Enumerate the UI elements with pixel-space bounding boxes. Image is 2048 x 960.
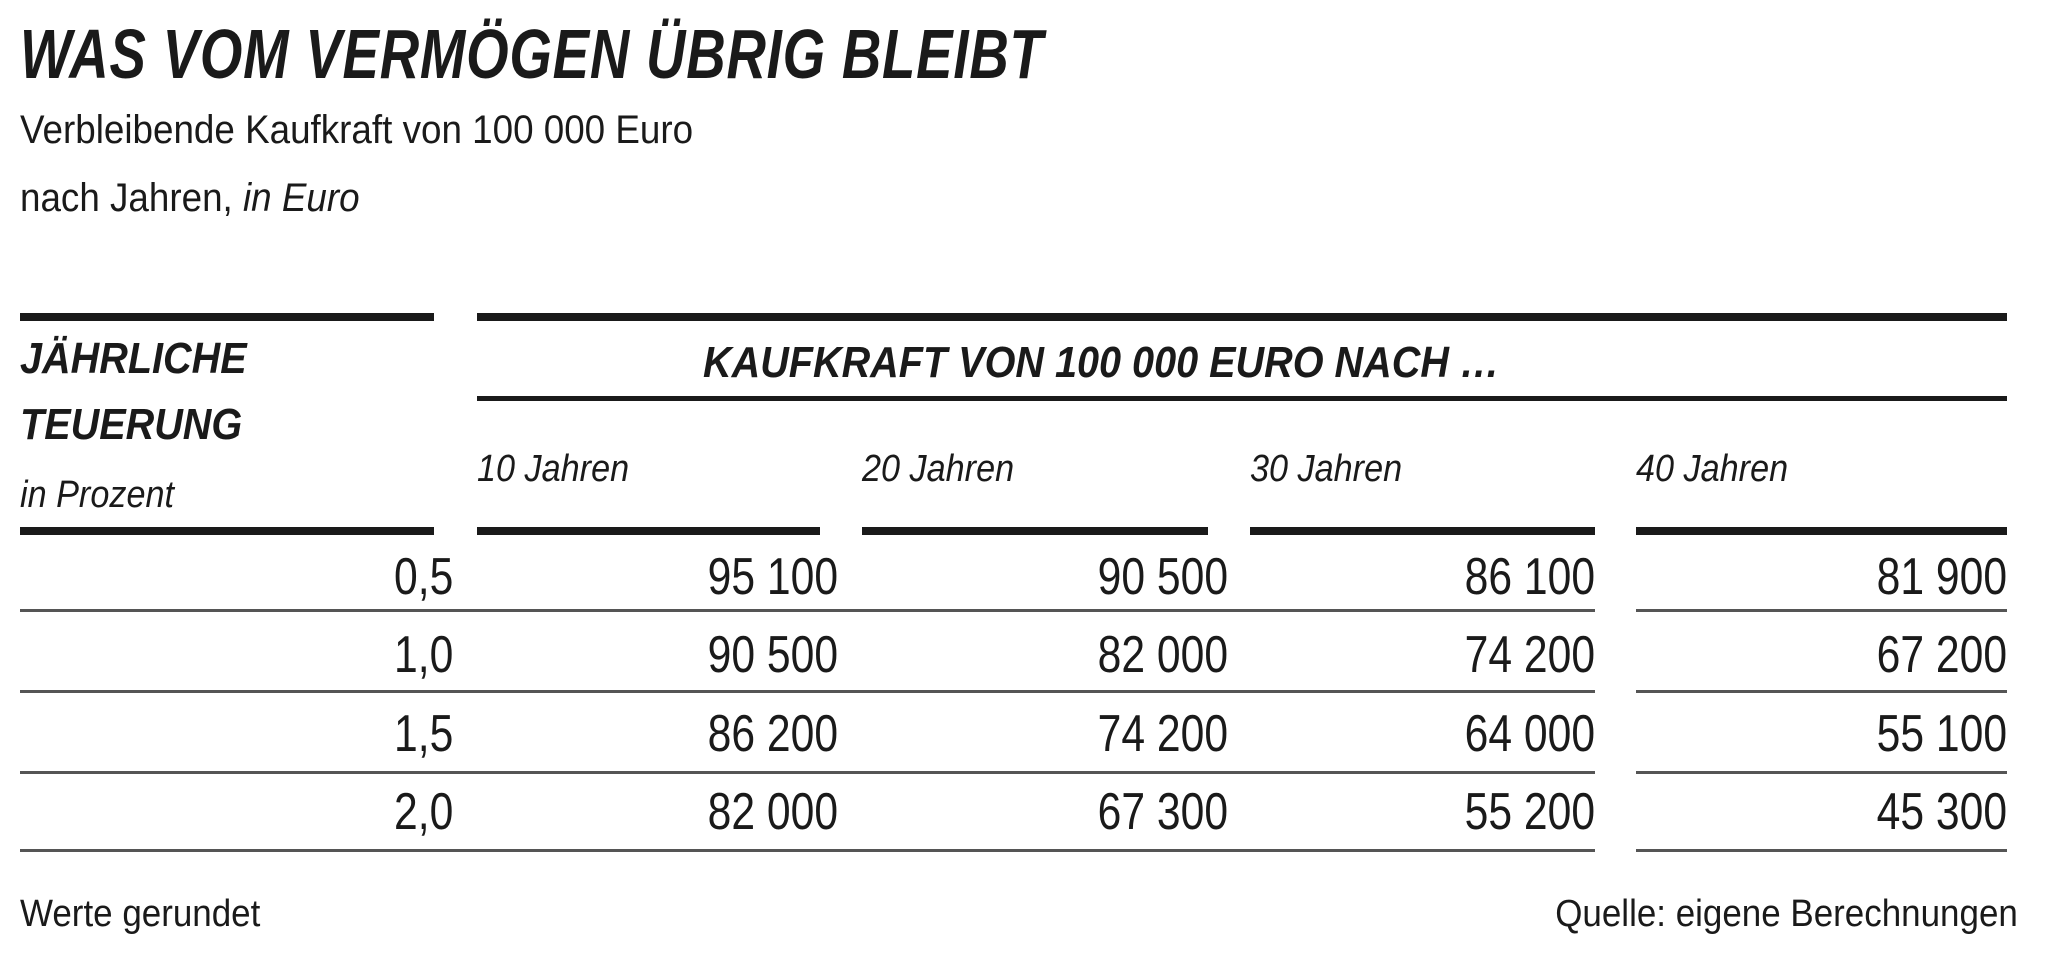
row-divider <box>20 690 1595 693</box>
row-divider <box>20 609 1595 612</box>
page-title: WAS VOM VERMÖGEN ÜBRIG BLEIBT <box>20 15 1044 93</box>
divider <box>20 313 434 321</box>
divider <box>1636 527 2007 535</box>
column-header-10: 10 Jahren <box>477 448 630 490</box>
subtitle-unit: in Euro <box>242 176 360 220</box>
divider <box>862 527 1208 535</box>
subtitle-text: nach Jahren, <box>20 176 243 220</box>
row-header-line1: JÄHRLICHE <box>20 334 247 383</box>
value-cell: 74 200 <box>1097 705 1228 763</box>
value-cell: 74 200 <box>1464 626 1595 684</box>
rate-cell: 2,0 <box>393 783 453 841</box>
row-header-line2: TEUERUNG <box>20 400 243 449</box>
rate-cell: 1,0 <box>393 626 453 684</box>
value-cell: 55 100 <box>1876 705 2007 763</box>
divider <box>1250 527 1595 535</box>
value-cell: 86 100 <box>1464 548 1595 606</box>
row-divider <box>20 771 1595 774</box>
value-cell: 82 000 <box>1097 626 1228 684</box>
row-divider <box>1636 849 2007 852</box>
divider <box>477 396 2007 401</box>
column-header-20: 20 Jahren <box>862 448 1015 490</box>
divider <box>477 313 2007 321</box>
value-cell: 81 900 <box>1876 548 2007 606</box>
value-cell: 67 300 <box>1097 783 1228 841</box>
value-cell: 86 200 <box>707 705 838 763</box>
group-header: KAUFKRAFT VON 100 000 EURO NACH … <box>703 338 1500 387</box>
value-cell: 45 300 <box>1876 783 2007 841</box>
value-cell: 95 100 <box>707 548 838 606</box>
footer-note: Werte gerundet <box>20 893 261 935</box>
subtitle-line-1: Verbleibende Kaufkraft von 100 000 Euro <box>20 108 694 152</box>
column-header-30: 30 Jahren <box>1250 448 1403 490</box>
value-cell: 90 500 <box>707 626 838 684</box>
divider <box>20 527 434 535</box>
column-header-40: 40 Jahren <box>1636 448 1789 490</box>
subtitle-line-2: nach Jahren, in Euro <box>20 176 360 221</box>
row-divider <box>1636 771 2007 774</box>
value-cell: 90 500 <box>1097 548 1228 606</box>
divider <box>477 527 820 535</box>
value-cell: 55 200 <box>1464 783 1595 841</box>
row-divider <box>20 849 1595 852</box>
value-cell: 64 000 <box>1464 705 1595 763</box>
row-divider <box>1636 690 2007 693</box>
rate-cell: 0,5 <box>393 548 453 606</box>
value-cell: 67 200 <box>1876 626 2007 684</box>
value-cell: 82 000 <box>707 783 838 841</box>
row-divider <box>1636 609 2007 612</box>
footer-source: Quelle: eigene Berechnungen <box>1555 893 2018 935</box>
row-header-unit: in Prozent <box>20 474 174 516</box>
rate-cell: 1,5 <box>393 705 453 763</box>
